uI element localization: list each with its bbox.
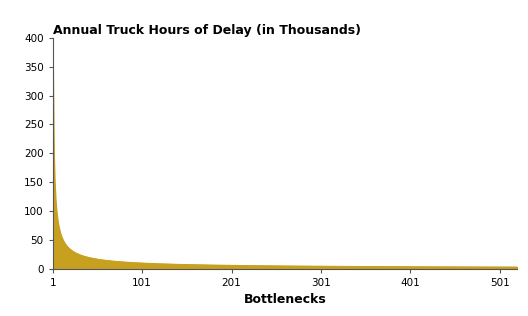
Text: Annual Truck Hours of Delay (in Thousands): Annual Truck Hours of Delay (in Thousand… bbox=[53, 24, 361, 37]
X-axis label: Bottlenecks: Bottlenecks bbox=[244, 293, 326, 306]
